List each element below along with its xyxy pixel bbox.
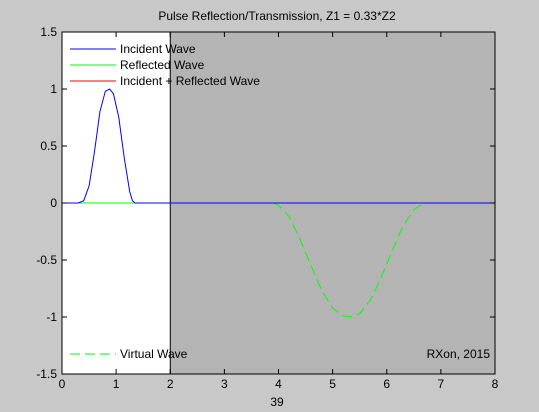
annotation-text: RXon, 2015: [427, 347, 491, 361]
x-tick-label: 0: [59, 377, 66, 391]
x-tick-label: 3: [221, 377, 228, 391]
x-tick-label: 2: [167, 377, 174, 391]
chart-title: Pulse Reflection/Transmission, Z1 = 0.33…: [158, 9, 396, 23]
y-tick-label: 1: [50, 82, 57, 96]
y-tick-label: -1.5: [36, 367, 57, 381]
legend-label: Reflected Wave: [120, 58, 205, 72]
x-tick-label: 1: [113, 377, 120, 391]
series-virtual-wave: [272, 202, 428, 318]
y-tick-label: -0.5: [36, 253, 57, 267]
series-incident-wave: [62, 88, 495, 204]
x-tick-label: 4: [275, 377, 282, 391]
legend-label: Incident + Reflected Wave: [120, 74, 260, 88]
y-tick-label: 0.5: [40, 139, 57, 153]
tick-labels: 0 1 2 3 4 5 6 7 8 1.5 1 0.5 0 -0.5 -1 -1.5: [36, 25, 498, 391]
virtual-legend-label: Virtual Wave: [120, 347, 188, 361]
x-tick-label: 8: [492, 377, 499, 391]
y-tick-label: 1.5: [40, 25, 57, 39]
y-tick-label: 0: [50, 196, 57, 210]
legend: Incident Wave Reflected Wave Incident + Re…: [70, 42, 260, 88]
virtual-wave-legend: Virtual Wave: [70, 347, 188, 361]
x-tick-label: 7: [438, 377, 445, 391]
tick-marks: [61, 31, 496, 375]
x-axis-label: 39: [270, 395, 284, 409]
x-tick-label: 6: [383, 377, 390, 391]
legend-label: Incident Wave: [120, 42, 196, 56]
x-tick-label: 5: [329, 377, 336, 391]
y-tick-label: -1: [46, 310, 57, 324]
series-lines: [62, 88, 495, 318]
